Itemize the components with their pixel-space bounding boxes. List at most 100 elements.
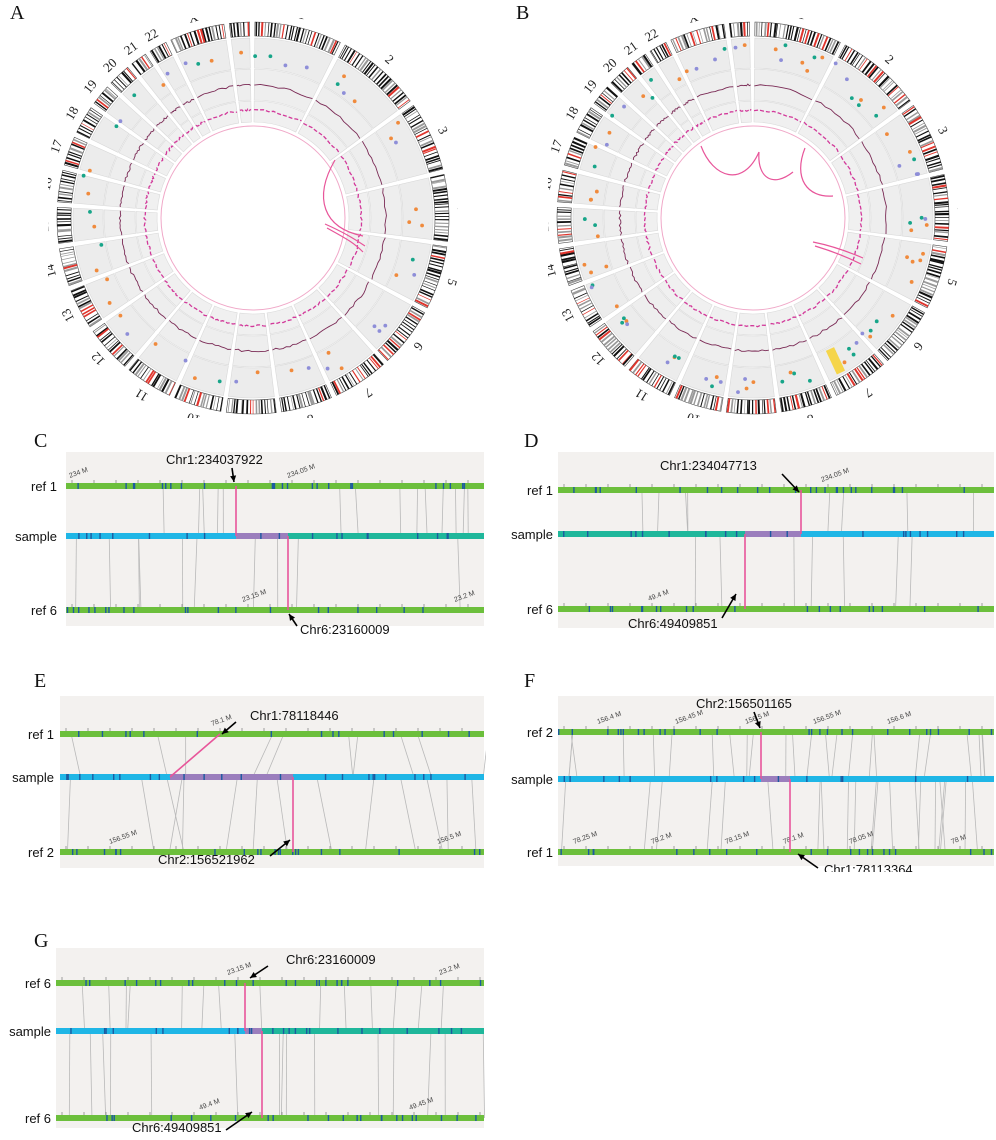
label-mark bbox=[132, 483, 135, 489]
alignment-line-top bbox=[162, 485, 165, 537]
ideogram-band bbox=[174, 37, 183, 52]
ideogram-band bbox=[782, 24, 786, 39]
sv-link bbox=[812, 241, 864, 259]
ideogram-band bbox=[351, 370, 361, 383]
coverage-line bbox=[315, 99, 361, 139]
cnv-point bbox=[593, 223, 597, 228]
label-mark bbox=[217, 607, 220, 613]
ideogram-band bbox=[567, 152, 582, 159]
label-mark bbox=[871, 487, 873, 493]
label-mark bbox=[460, 1028, 463, 1034]
alignment-line-top bbox=[729, 731, 735, 780]
label-mark bbox=[103, 1028, 106, 1034]
label-mark bbox=[699, 729, 701, 735]
ideogram-band bbox=[582, 307, 595, 316]
ideogram-band bbox=[891, 90, 904, 102]
ideogram-band bbox=[824, 37, 832, 52]
ideogram-band bbox=[854, 368, 864, 382]
label-mark bbox=[415, 1115, 417, 1121]
alignment-line-bottom bbox=[706, 778, 713, 853]
cnv-point bbox=[779, 58, 783, 63]
label-mark bbox=[824, 487, 826, 493]
cnv-point bbox=[733, 45, 738, 50]
ideogram-band bbox=[331, 41, 339, 55]
ideogram-band bbox=[430, 174, 445, 179]
ideogram-band bbox=[361, 363, 371, 376]
ideogram-band bbox=[557, 228, 572, 230]
ideogram-band bbox=[313, 33, 320, 47]
alignment-line-top bbox=[339, 485, 342, 537]
ideogram-band bbox=[415, 299, 429, 308]
ideogram-band bbox=[702, 28, 709, 43]
data-track-outer bbox=[375, 114, 428, 181]
chromosome-label: 4 bbox=[955, 203, 958, 211]
cnv-point bbox=[342, 74, 346, 79]
ideogram-band bbox=[653, 48, 662, 62]
ideogram-band bbox=[123, 354, 134, 366]
ideogram-band bbox=[917, 134, 931, 142]
label-mark bbox=[841, 729, 843, 735]
cnv-point bbox=[924, 223, 929, 227]
label-mark bbox=[587, 849, 590, 855]
ideogram-band bbox=[890, 89, 902, 100]
label-mark bbox=[977, 606, 979, 612]
cnv-point bbox=[107, 301, 112, 305]
alignment-line-bottom bbox=[909, 533, 913, 610]
coverage-line bbox=[861, 141, 883, 185]
ideogram-band bbox=[933, 193, 948, 197]
ideogram-band bbox=[183, 388, 191, 402]
label-mark bbox=[668, 531, 670, 537]
ideogram-band bbox=[426, 272, 441, 278]
label-mark bbox=[709, 849, 711, 855]
data-track-outer bbox=[658, 56, 687, 91]
label-mark bbox=[923, 606, 926, 612]
ideogram-band bbox=[561, 174, 576, 179]
ideogram-band bbox=[281, 24, 285, 39]
alignment-line-bottom bbox=[895, 533, 899, 610]
alignment-line-top bbox=[482, 749, 486, 778]
ideogram-band bbox=[775, 23, 779, 38]
cnv-point bbox=[610, 113, 615, 118]
label-mark bbox=[881, 606, 884, 612]
ideogram-band bbox=[932, 184, 947, 189]
ideogram-band bbox=[854, 55, 863, 68]
chromosome-label: 12 bbox=[88, 349, 108, 369]
data-track-inner bbox=[135, 211, 159, 234]
panel-label-f: F bbox=[524, 670, 536, 692]
breakpoint-annotation-top: Chr1:78118446 bbox=[250, 708, 339, 723]
ideogram-band bbox=[560, 252, 575, 257]
ideogram-band bbox=[308, 390, 315, 405]
label-mark bbox=[308, 1028, 311, 1034]
label-mark bbox=[840, 776, 842, 782]
ideogram-band bbox=[846, 373, 856, 387]
chromosome-label: 22 bbox=[642, 25, 661, 44]
ideogram-band bbox=[689, 31, 696, 46]
inner-circle bbox=[660, 125, 846, 311]
alignment-line-top bbox=[873, 731, 878, 780]
ideogram-band bbox=[318, 35, 325, 49]
ideogram-band bbox=[931, 178, 946, 183]
alignment-line-top bbox=[748, 731, 754, 780]
label-mark bbox=[915, 776, 917, 782]
ideogram-band bbox=[411, 122, 426, 131]
ideogram-band bbox=[408, 116, 422, 125]
label-mark bbox=[77, 607, 80, 613]
ideogram-band bbox=[791, 395, 797, 410]
label-mark bbox=[101, 731, 104, 737]
ideogram-band bbox=[57, 228, 72, 231]
data-track-outer bbox=[728, 366, 775, 399]
cnv-point bbox=[890, 313, 895, 318]
ideogram-band bbox=[813, 33, 820, 47]
ideogram-band bbox=[349, 51, 358, 64]
ideogram-band bbox=[567, 277, 582, 283]
ideogram-band bbox=[580, 305, 594, 313]
cnv-point bbox=[255, 370, 260, 375]
alignment-line-bottom bbox=[917, 778, 922, 853]
ideogram-band bbox=[239, 22, 242, 37]
label-mark bbox=[902, 531, 905, 537]
data-track-middle bbox=[104, 181, 139, 209]
ideogram-band bbox=[736, 399, 740, 414]
cnv-point bbox=[672, 354, 677, 359]
ideogram-band bbox=[623, 70, 634, 82]
ideogram-band bbox=[293, 26, 299, 41]
